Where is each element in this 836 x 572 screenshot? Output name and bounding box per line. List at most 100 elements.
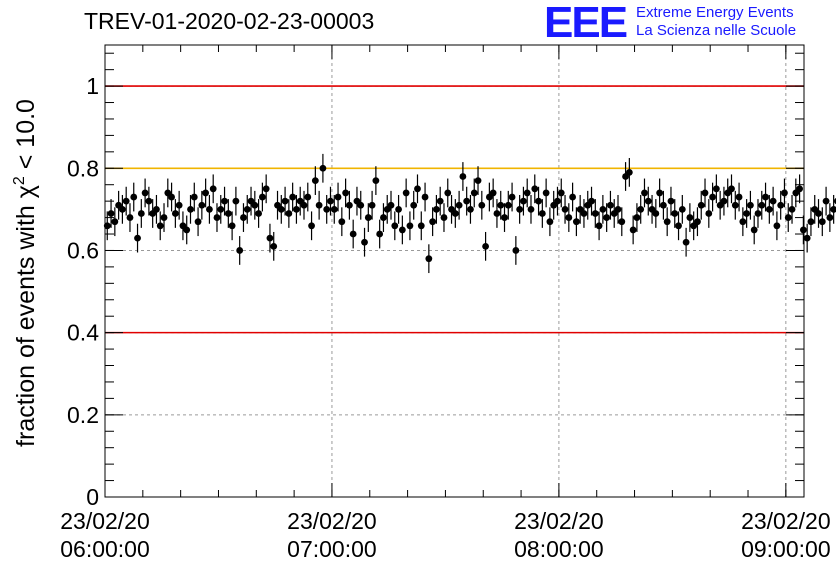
data-point (675, 222, 682, 230)
data-point (319, 164, 327, 172)
x-tick-label-date: 23/02/20 (287, 508, 377, 534)
data-point (603, 214, 611, 221)
data-point (656, 189, 664, 197)
data-point (311, 177, 319, 185)
data-point (111, 218, 119, 226)
data-point (451, 210, 459, 217)
data-point (368, 201, 376, 209)
data-point (330, 205, 338, 213)
y-axis-label-prefix: fraction of events with (12, 198, 40, 447)
data-point (436, 197, 444, 205)
data-point (361, 238, 368, 246)
data-point (398, 226, 406, 234)
data-point (417, 222, 425, 230)
data-point (198, 201, 206, 209)
data-point (527, 205, 535, 213)
data-point (508, 193, 516, 201)
data-point (781, 189, 788, 197)
data-point (712, 185, 720, 193)
y-tick-label: 0 (86, 484, 99, 510)
data-point (618, 218, 626, 226)
data-point (625, 168, 633, 176)
data-point (799, 226, 807, 234)
data-point (262, 185, 270, 193)
data-point (652, 210, 660, 217)
data-point (512, 247, 520, 254)
data-point (107, 210, 115, 217)
data-points (103, 153, 836, 274)
data-point (372, 177, 380, 185)
data-point (270, 242, 278, 250)
data-point (470, 189, 478, 197)
data-point (777, 201, 785, 209)
data-point (614, 205, 622, 213)
data-point (289, 193, 297, 201)
x-tick-labels: 23/02/2006:00:0023/02/2007:00:0023/02/20… (60, 508, 830, 562)
data-point (788, 205, 796, 213)
data-point (194, 218, 202, 226)
data-point (255, 210, 262, 217)
data-point (171, 210, 179, 217)
data-point (572, 218, 580, 226)
x-tick-label-date: 23/02/20 (514, 508, 604, 534)
data-point (463, 197, 471, 205)
data-point (402, 189, 410, 197)
logo-line-1: Extreme Energy Events (636, 4, 794, 21)
data-point (720, 197, 728, 205)
data-point (633, 214, 641, 221)
data-point (504, 201, 512, 209)
y-axis-label-suffix: < 10.0 (12, 99, 40, 176)
y-axis-label: fraction of events with χ2 < 10.0 (11, 99, 40, 447)
data-point (830, 205, 836, 213)
x-tick-label-time: 09:00:00 (741, 536, 831, 562)
data-point (156, 222, 164, 230)
data-point (497, 201, 505, 209)
data-point (160, 214, 168, 221)
data-point (323, 205, 331, 213)
data-point (364, 214, 372, 221)
data-point (482, 242, 489, 250)
data-point (327, 197, 334, 205)
data-point (747, 201, 754, 209)
data-point (637, 205, 645, 213)
data-point (217, 205, 225, 213)
data-point (168, 193, 175, 201)
data-point (523, 189, 531, 197)
data-point (429, 218, 437, 226)
data-point (421, 193, 429, 201)
data-point (739, 218, 747, 226)
data-point (758, 201, 766, 209)
data-point (803, 234, 811, 242)
data-point (501, 214, 508, 221)
data-point (240, 214, 247, 221)
data-point (588, 197, 595, 205)
data-point (258, 193, 266, 201)
data-point (334, 193, 342, 201)
data-point (236, 247, 244, 254)
data-point (410, 201, 418, 209)
data-point (709, 193, 716, 201)
chart-title: TREV-01-2020-02-23-00003 (84, 8, 375, 34)
eee-logo: EEE Extreme Energy Events La Scienza nel… (544, 0, 836, 47)
data-point (391, 222, 399, 230)
data-point (822, 197, 830, 205)
data-point (406, 222, 414, 230)
data-point (762, 193, 769, 201)
plot-frame (104, 44, 805, 498)
data-point (641, 189, 648, 197)
data-point (440, 214, 448, 221)
data-point (122, 197, 130, 205)
data-point (796, 185, 803, 193)
data-point (599, 205, 607, 213)
data-point (357, 201, 365, 209)
data-point (516, 205, 524, 213)
data-point (228, 222, 236, 230)
data-point (629, 226, 637, 234)
y-tick-label: 0.4 (67, 320, 99, 346)
data-point (304, 193, 312, 201)
y-axis-label-superscript: 2 (11, 176, 28, 185)
eee-logo-mark: EEE (544, 0, 628, 47)
data-point (705, 210, 713, 217)
data-point (542, 189, 550, 197)
